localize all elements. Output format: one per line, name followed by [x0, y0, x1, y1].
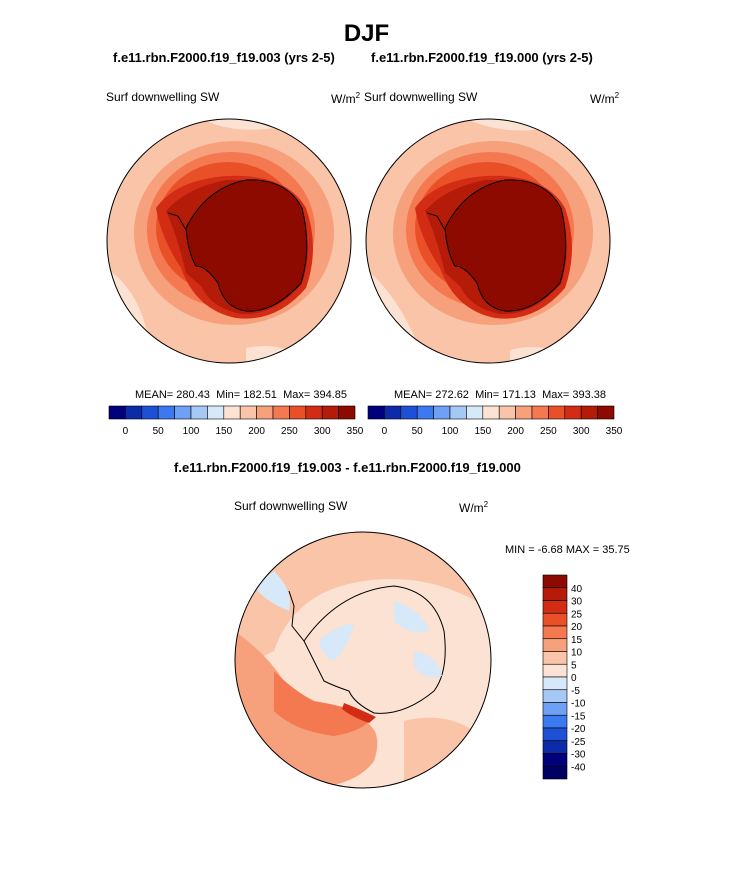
panel2-units: W/m2: [590, 91, 620, 106]
panel3-colorbar-box: [542, 714, 568, 729]
panel3-colorbar-tick-label: 15: [571, 635, 583, 646]
panel2-colorbar-box: [515, 405, 533, 420]
panel3-colorbar-box: [542, 612, 568, 627]
panel1-colorbar-tick-label: 250: [281, 426, 298, 437]
panel3-colorbar-box: [542, 740, 568, 754]
panel3-colorbar-tick-label: 10: [571, 648, 583, 659]
panel2-colorbar-box: [433, 405, 451, 420]
panel2-colorbar-box: [482, 405, 500, 420]
panel2-colorbar-box: [564, 405, 582, 420]
panel2-colorbar-tick-label: 150: [474, 426, 491, 437]
panel3-colorbar-box: [542, 574, 568, 589]
panel1-colorbar-box: [223, 405, 241, 420]
panel2-colorbar-tick-label: 100: [442, 426, 459, 437]
panel2-colorbar-box: [466, 405, 484, 420]
panel3-colorbar-tick-label: 20: [571, 622, 583, 633]
panel1-colorbar-box: [141, 405, 159, 420]
season-title: DJF: [343, 20, 390, 47]
panel1-colorbar-tick-label: 300: [314, 426, 331, 437]
panel3-colorbar-tick-label: -25: [571, 737, 586, 748]
case2-title: f.e11.rbn.F2000.f19_f19.000 (yrs 2-5): [371, 50, 593, 65]
panel2-colorbar-box: [416, 405, 434, 420]
panel2-variable-label: Surf downwelling SW: [364, 90, 478, 104]
panel2-colorbar-box: [449, 405, 467, 420]
panel3-colorbar-box: [542, 625, 568, 640]
panel2-colorbar-box: [597, 405, 615, 420]
panel3-colorbar-box: [542, 765, 568, 780]
panel3-colorbar-tick-label: 40: [571, 584, 583, 595]
panel3-colorbar-box: [542, 600, 568, 614]
panel3-colorbar-box: [542, 702, 568, 716]
panel1-colorbar-tick-label: 0: [123, 426, 129, 437]
panel3-colorbar-box: [542, 638, 568, 652]
panel1-colorbar-box: [239, 405, 257, 420]
panel3-colorbar-tick-label: -30: [571, 750, 586, 761]
panel3-colorbar-box: [542, 676, 568, 691]
panel3-colorbar-tick-label: 0: [571, 673, 577, 684]
panel2-map: [365, 118, 611, 364]
panel1-colorbar-box: [207, 405, 225, 420]
panel3-colorbar-box: [542, 753, 568, 767]
case1-title: f.e11.rbn.F2000.f19_f19.003 (yrs 2-5): [113, 50, 335, 65]
panel3-map: [234, 531, 492, 789]
panel2-colorbar: 0 50 100 150 200 250 300 350: [367, 405, 623, 437]
panel3-colorbar-box: [542, 651, 568, 665]
panel1-colorbar-box: [157, 405, 175, 420]
panel2-colorbar-box: [384, 405, 402, 420]
panel3-variable-label: Surf downwelling SW: [234, 499, 348, 513]
panel3-colorbar-box: [542, 689, 568, 703]
panel3-colorbar-tick-label: 5: [571, 660, 577, 671]
panel1-colorbar-tick-label: 100: [183, 426, 200, 437]
panel3-colorbar-tick-label: -5: [571, 686, 580, 697]
panel2-colorbar-box: [580, 405, 598, 420]
panel1-units: W/m2: [331, 91, 361, 106]
panel1-colorbar-tick-label: 150: [215, 426, 232, 437]
panel1-colorbar-box: [338, 405, 356, 420]
panel3-colorbar-tick-label: -15: [571, 711, 586, 722]
panel3-units: W/m2: [459, 500, 489, 515]
panel2-colorbar-tick-label: 50: [412, 426, 424, 437]
panel2-colorbar-box: [531, 405, 549, 420]
panel3-colorbar-tick-label: 25: [571, 609, 583, 620]
panel2-colorbar-box: [367, 405, 385, 420]
panel1-colorbar-box: [305, 405, 323, 420]
panel2-stats: MEAN= 272.62 Min= 171.13 Max= 393.38: [394, 389, 606, 401]
panel1-variable-label: Surf downwelling SW: [106, 90, 220, 104]
panel1-colorbar-tick-label: 50: [153, 426, 165, 437]
panel3-colorbar-box: [542, 663, 568, 678]
panel3-colorbar-tick-label: 30: [571, 597, 583, 608]
panel3-colorbar-box: [542, 727, 568, 742]
panel3-colorbar-tick-label: -10: [571, 699, 586, 710]
panel2-colorbar-box: [548, 405, 566, 420]
panel1-colorbar-box: [321, 405, 339, 420]
panel1-stats: MEAN= 280.43 Min= 182.51 Max= 394.85: [135, 389, 347, 401]
panel1-colorbar-box: [256, 405, 274, 420]
panel1-colorbar-box: [190, 405, 208, 420]
panel3-stats: MIN = -6.68 MAX = 35.75: [505, 544, 630, 556]
panel1-colorbar-box: [174, 405, 192, 420]
panel2-colorbar-tick-label: 300: [573, 426, 590, 437]
panel1-colorbar-box: [108, 405, 126, 420]
panel3-colorbar-box: [542, 587, 568, 601]
panel3-colorbar-tick-label: -20: [571, 724, 586, 735]
panel1-colorbar-tick-label: 200: [248, 426, 265, 437]
panel1-colorbar-tick-label: 350: [347, 426, 364, 437]
difference-title: f.e11.rbn.F2000.f19_f19.003 - f.e11.rbn.…: [174, 460, 521, 475]
panel3-colorbar-tick-label: -40: [571, 762, 586, 773]
panel2-colorbar-box: [498, 405, 516, 420]
panel2-colorbar-tick-label: 250: [540, 426, 557, 437]
panel1-colorbar: 0 50 100 150 200 250 300 350: [108, 405, 364, 437]
panel2-colorbar-tick-label: 350: [606, 426, 623, 437]
panel2-colorbar-tick-label: 200: [507, 426, 524, 437]
panel1-colorbar-box: [289, 405, 307, 420]
panel1-map: [106, 118, 352, 364]
panel1-colorbar-box: [272, 405, 290, 420]
panel2-colorbar-box: [400, 405, 418, 420]
panel2-colorbar-tick-label: 0: [382, 426, 388, 437]
panel1-colorbar-box: [125, 405, 143, 420]
